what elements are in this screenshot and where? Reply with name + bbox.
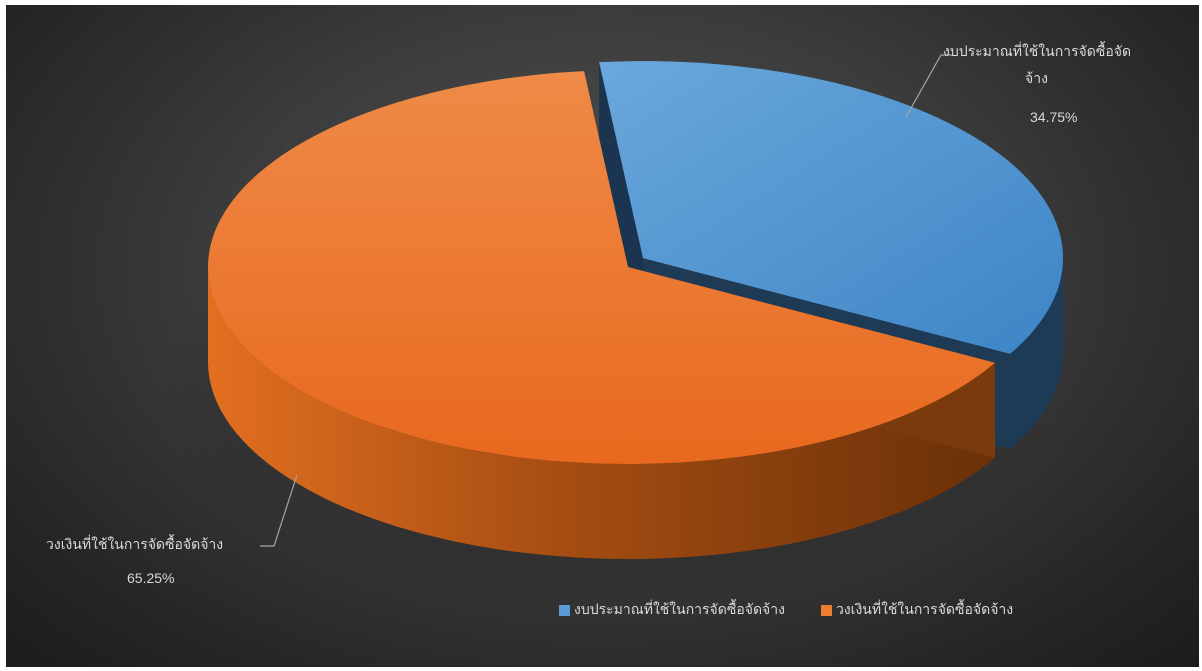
pie-chart-svg [158,54,1064,614]
orange-slice-label: วงเงินที่ใช้ในการจัดซื้อจัดจ้าง [46,537,224,553]
legend: งบประมาณที่ใช้ในการจัดซื้อจัดจ้าง วงเงิน… [559,599,1013,621]
legend-item-orange: วงเงินที่ใช้ในการจัดซื้อจัดจ้าง [820,599,1014,621]
chart-area: งบประมาณที่ใช้ในการจัดซื้อจัด จ้าง 34.75… [6,5,1199,667]
legend-item-blue: งบประมาณที่ใช้ในการจัดซื้อจัดจ้าง [559,599,785,621]
blue-slice-side-0 [1010,258,1064,449]
legend-swatch-blue [559,604,570,616]
blue-slice-label-line2: จ้าง [1025,71,1048,87]
orange-slice-percent: 65.25% [127,570,175,586]
blue-leader-line [905,54,953,118]
legend-label-blue: งบประมาณที่ใช้ในการจัดซื้อจัดจ้าง [574,602,785,618]
orange-slice-side-0 [208,267,995,560]
legend-label-orange: วงเงินที่ใช้ในการจัดซื้อจัดจ้าง [835,602,1014,618]
orange-leader-line [260,474,298,547]
orange-slice [208,71,995,464]
blue-slice [599,61,1064,354]
blue-slice-percent: 34.75% [1030,109,1078,125]
blue-slice-label: งบประมาณที่ใช้ในการจัดซื้อจัด [943,42,1131,62]
legend-swatch-orange [820,604,832,616]
blue-slice-label-line1: งบประมาณที่ใช้ในการจัดซื้อจัด [943,44,1132,60]
